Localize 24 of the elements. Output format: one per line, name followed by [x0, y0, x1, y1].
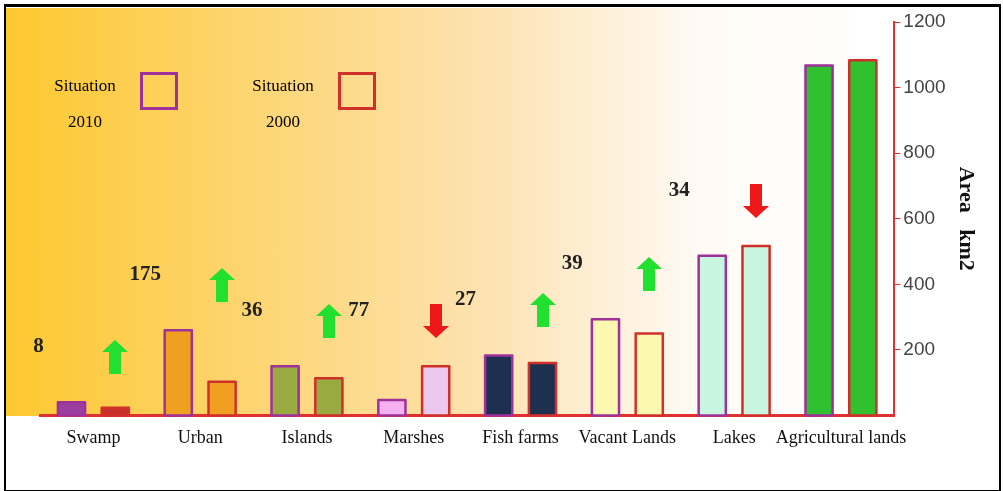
legend-label: Situation 2010: [53, 75, 117, 133]
annotation: 8: [33, 333, 44, 358]
annotation: 175: [129, 261, 161, 286]
annotation: 27: [455, 286, 477, 311]
annotation: 77: [348, 297, 370, 322]
x-tick-label: Vacant Lands: [578, 426, 677, 447]
x-tick-label: Swamp: [66, 426, 121, 447]
annotation: 34: [668, 176, 691, 201]
y-tick-label: 200: [903, 338, 936, 360]
x-tick-label: Islands: [281, 426, 333, 447]
x-tick-label: Marshes: [383, 426, 445, 447]
x-tick-label: Urban: [177, 426, 223, 447]
y-tick-label: 600: [903, 206, 936, 228]
y-tick-label: 800: [903, 141, 936, 163]
annotation: 39: [561, 250, 583, 275]
y-axis-title: Area km2: [955, 166, 981, 271]
x-tick-label: Fish farms: [482, 426, 559, 447]
x-tick-label: Lakes: [712, 426, 756, 447]
y-tick-label: 1200: [903, 10, 946, 32]
legend-label: Situation 2000: [251, 75, 315, 133]
y-tick-label: 1000: [903, 75, 946, 97]
x-tick-label: Agricultural lands: [775, 426, 907, 447]
annotation: 36: [241, 297, 263, 322]
y-tick-label: 400: [903, 272, 936, 294]
